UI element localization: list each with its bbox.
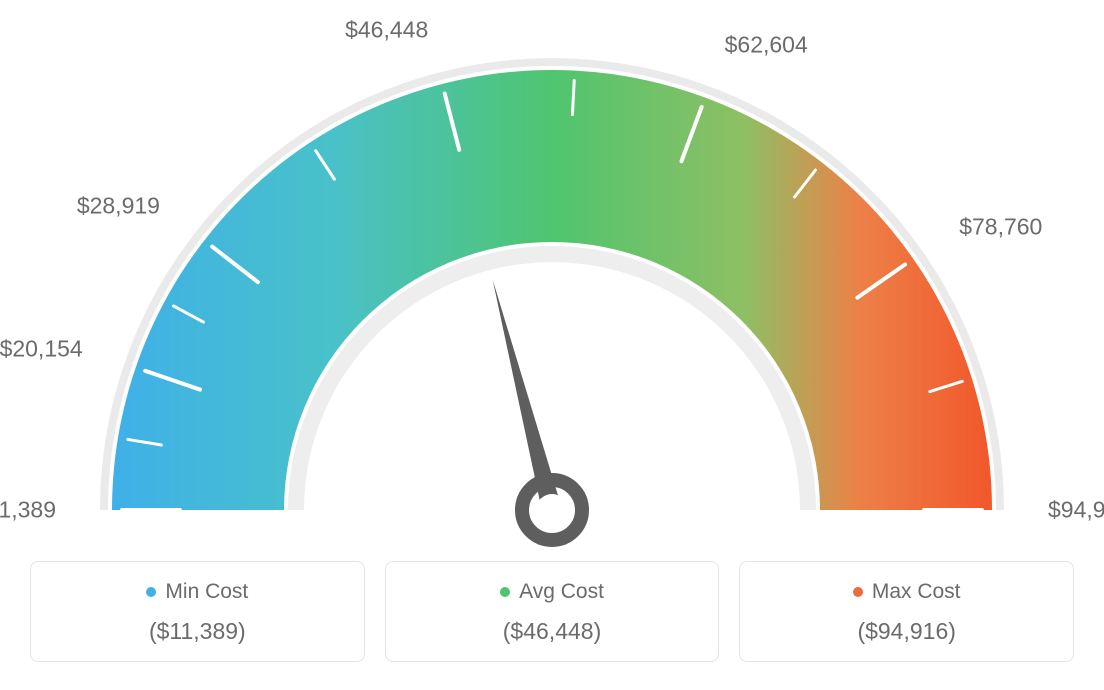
legend-value-avg: ($46,448)	[398, 618, 707, 645]
legend-title-min: Min Cost	[146, 580, 248, 604]
dot-icon	[500, 587, 510, 597]
gauge-tick-label: $20,154	[0, 336, 83, 363]
gauge-tick-label: $94,916	[1048, 497, 1104, 524]
legend-card-min: Min Cost ($11,389)	[30, 561, 365, 662]
legend-value-max: ($94,916)	[752, 618, 1061, 645]
legend-title-avg: Avg Cost	[500, 580, 604, 604]
gauge-chart	[0, 30, 1104, 550]
gauge-tick-label: $78,760	[959, 213, 1042, 240]
dot-icon	[146, 587, 156, 597]
cost-gauge-infographic: $11,389 $20,154 $28,919 $46,448 $62,604 $78,7…	[0, 0, 1104, 690]
legend-label: Max Cost	[872, 580, 961, 604]
legend-card-avg: Avg Cost ($46,448)	[385, 561, 720, 662]
gauge-tick-label: $28,919	[77, 193, 160, 220]
legend-title-max: Max Cost	[853, 580, 961, 604]
legend-value-min: ($11,389)	[43, 618, 352, 645]
gauge-tick-label: $11,389	[0, 497, 56, 524]
gauge-tick-label: $62,604	[725, 32, 808, 59]
legend-label: Avg Cost	[519, 580, 604, 604]
legend-row: Min Cost ($11,389) Avg Cost ($46,448) Ma…	[30, 561, 1074, 662]
gauge-tick-label: $46,448	[345, 16, 428, 43]
dot-icon	[853, 587, 863, 597]
gauge-area: $11,389 $20,154 $28,919 $46,448 $62,604 $78,7…	[0, 0, 1104, 540]
legend-label: Min Cost	[165, 580, 248, 604]
legend-card-max: Max Cost ($94,916)	[739, 561, 1074, 662]
